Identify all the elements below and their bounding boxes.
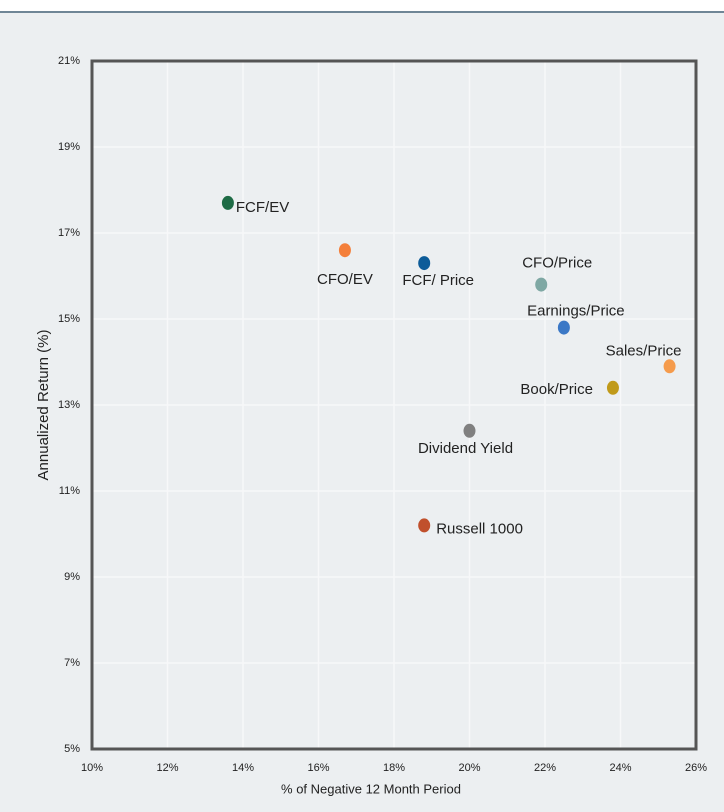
point bbox=[221, 195, 234, 210]
marks: FCF/EV CFO/EV FCF/ Price CFO/Price Earnings/… bbox=[221, 195, 682, 537]
y-tick-label: 7% bbox=[64, 657, 80, 669]
point bbox=[418, 256, 431, 271]
x-tick-label: 18% bbox=[383, 762, 405, 774]
point bbox=[535, 277, 548, 292]
y-tick-label: 19% bbox=[58, 141, 80, 153]
point bbox=[606, 380, 619, 395]
x-tick-label: 24% bbox=[609, 762, 631, 774]
y-tick-label: 11% bbox=[59, 485, 80, 497]
top-strip bbox=[0, 0, 724, 12]
x-tick-label: 12% bbox=[156, 762, 178, 774]
point bbox=[338, 243, 351, 258]
x-tick-label: 22% bbox=[534, 762, 556, 774]
point-label: Sales/Price bbox=[606, 342, 682, 359]
x-tick-label: 14% bbox=[232, 762, 254, 774]
x-tick-label: 16% bbox=[307, 762, 329, 774]
point bbox=[418, 518, 431, 533]
point-label: Earnings/Price bbox=[527, 303, 625, 320]
y-axis-label: Annualized Return (%) bbox=[35, 330, 52, 481]
point-label: Book/Price bbox=[520, 381, 593, 398]
x-tick-label: 26% bbox=[685, 762, 707, 774]
point bbox=[663, 359, 676, 374]
point bbox=[463, 423, 476, 438]
y-tick-label: 17% bbox=[58, 227, 80, 239]
y-tick-label: 5% bbox=[64, 743, 80, 755]
x-axis-label: % of Negative 12 Month Period bbox=[281, 781, 461, 796]
point-label: FCF/ Price bbox=[402, 272, 474, 289]
plot-border bbox=[90, 59, 698, 751]
point-label: CFO/Price bbox=[522, 255, 592, 272]
x-tick-label: 10% bbox=[81, 762, 103, 774]
point-label: Dividend Yield bbox=[418, 440, 513, 457]
point-label: CFO/EV bbox=[317, 271, 373, 288]
point-label: Russell 1000 bbox=[436, 520, 523, 537]
point-label: FCF/EV bbox=[236, 199, 289, 216]
x-tick-label: 20% bbox=[458, 762, 480, 774]
y-tick-label: 13% bbox=[58, 399, 80, 411]
y-tick-label: 21% bbox=[58, 55, 80, 67]
point bbox=[557, 320, 570, 335]
y-tick-label: 9% bbox=[64, 571, 80, 583]
y-tick-label: 15% bbox=[58, 313, 80, 325]
